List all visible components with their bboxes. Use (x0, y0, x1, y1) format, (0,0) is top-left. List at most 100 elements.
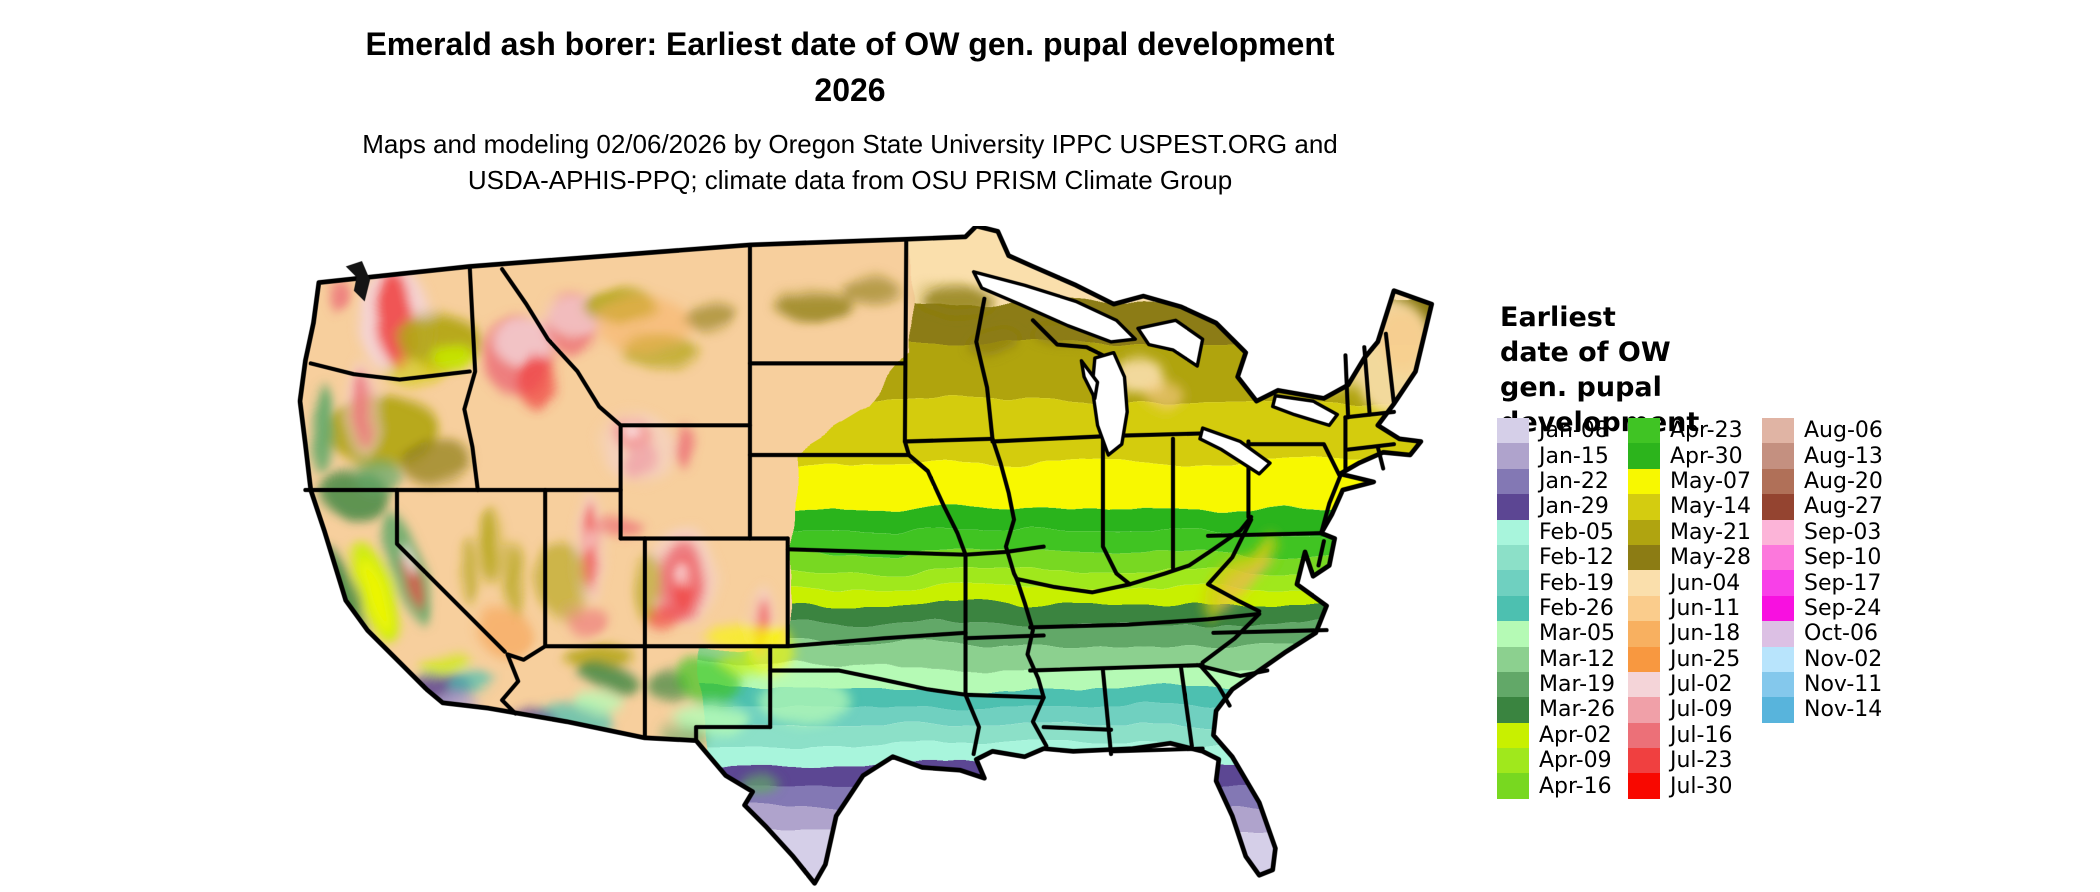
legend-title-line: Earliest (1500, 302, 1616, 333)
legend-item: May-07 (1628, 468, 1751, 495)
legend-swatch (1628, 519, 1660, 545)
legend-swatch (1497, 595, 1529, 622)
legend-label: Jun-04 (1670, 570, 1741, 596)
legend-item: Aug-27 (1762, 494, 1883, 520)
legend-item: Apr-09 (1497, 748, 1615, 774)
legend-swatch (1628, 443, 1660, 469)
legend-swatch (1497, 468, 1529, 495)
legend-item: Feb-12 (1497, 544, 1615, 571)
legend-item: Jul-02 (1628, 671, 1751, 698)
legend-label: Jul-30 (1670, 773, 1733, 799)
legend-item: Jun-25 (1628, 646, 1751, 672)
puget-sound (345, 261, 371, 302)
legend-item: Sep-03 (1762, 519, 1883, 545)
legend-swatch (1762, 468, 1794, 495)
legend-label: Mar-19 (1539, 672, 1616, 698)
legend-swatch (1762, 544, 1794, 571)
legend-swatch (1628, 748, 1660, 774)
legend-swatch (1497, 544, 1529, 571)
conus-outline (297, 226, 1435, 886)
map-legend: Earliest date of OW gen. pupal developme… (1497, 300, 2057, 799)
legend-swatch (1497, 443, 1529, 469)
legend-label: Feb-19 (1539, 570, 1614, 596)
legend-label: Jul-09 (1670, 697, 1733, 723)
legend-label: Nov-11 (1804, 672, 1883, 698)
legend-label: Mar-05 (1539, 621, 1616, 647)
legend-label: Aug-20 (1804, 468, 1883, 494)
legend-label: Apr-09 (1539, 748, 1612, 774)
legend-column-3: Aug-06 Aug-13 Aug-20 Aug-27 Sep-03 Sep-10 Sep-… (1762, 418, 1883, 723)
legend-label: Jan-15 (1539, 443, 1609, 469)
legend-swatch (1762, 418, 1794, 444)
legend-label: Apr-02 (1539, 722, 1612, 748)
legend-item: Jun-04 (1628, 570, 1751, 596)
lake-ontario (1271, 394, 1340, 428)
legend-label: Nov-14 (1804, 697, 1883, 723)
legend-swatch (1628, 544, 1660, 571)
legend-item: Mar-12 (1497, 646, 1616, 672)
legend-swatch (1762, 443, 1794, 469)
legend-item: Feb-19 (1497, 570, 1615, 596)
legend-label: Aug-27 (1804, 494, 1883, 520)
legend-item: Feb-05 (1497, 519, 1615, 545)
legend-item: Oct-06 (1762, 621, 1883, 647)
great-lakes (971, 270, 1340, 476)
legend-swatch (1628, 494, 1660, 520)
legend-label: Mar-12 (1539, 646, 1616, 672)
map-band-Feb-05 (299, 744, 1432, 764)
legend-item: Sep-10 (1762, 544, 1883, 571)
legend-item: May-14 (1628, 494, 1752, 520)
legend-item: Apr-02 (1497, 722, 1615, 749)
legend-item: Aug-13 (1762, 443, 1883, 469)
legend-swatch (1628, 646, 1660, 672)
legend-column-1: Jan-08 Jan-15 Jan-22 Jan-29 Feb-05 Feb-12 Feb-… (1497, 418, 1615, 799)
title-block: Emerald ash borer: Earliest date of OW g… (0, 24, 1700, 110)
page-title: Emerald ash borer: Earliest date of OW g… (365, 26, 1335, 62)
legend-item: Jan-15 (1497, 443, 1615, 469)
legend-label: Mar-26 (1539, 697, 1616, 723)
legend-item: Jul-30 (1628, 773, 1751, 799)
legend-item: Jan-29 (1497, 494, 1615, 520)
legend-item: Apr-23 (1628, 418, 1751, 444)
legend-title-line: gen. pupal (1500, 372, 1662, 403)
subtitle-block: Maps and modeling 02/06/2026 by Oregon S… (0, 126, 1700, 198)
legend-item: Mar-19 (1497, 671, 1616, 698)
legend-item: Mar-26 (1497, 697, 1616, 723)
legend-label: Apr-16 (1539, 773, 1612, 799)
legend-label: Sep-03 (1804, 519, 1882, 545)
legend-label: Aug-06 (1804, 418, 1883, 444)
legend-item: Sep-24 (1762, 595, 1883, 622)
legend-item: Jun-18 (1628, 621, 1751, 647)
map-band-Jan-15 (299, 806, 1432, 833)
legend-label: May-21 (1670, 519, 1752, 545)
legend-item: Feb-26 (1497, 595, 1615, 622)
legend-label: Sep-10 (1804, 545, 1882, 571)
legend-label: Sep-24 (1804, 595, 1882, 621)
legend-swatch (1497, 494, 1529, 520)
legend-title-line: date of OW (1500, 337, 1671, 368)
legend-item: Aug-20 (1762, 468, 1883, 495)
legend-item: May-28 (1628, 544, 1751, 571)
legend-label: Jul-23 (1670, 748, 1733, 774)
lake-erie (1198, 426, 1272, 476)
legend-label: Jun-18 (1670, 621, 1741, 647)
legend-label: Apr-23 (1670, 418, 1743, 444)
legend-title: Earliest date of OW gen. pupal developme… (1500, 300, 2057, 440)
legend-item: Aug-06 (1762, 418, 1883, 444)
legend-label: Jul-16 (1670, 722, 1733, 748)
legend-label: May-14 (1670, 494, 1752, 520)
lake-michigan (1090, 350, 1129, 457)
legend-label: Nov-02 (1804, 646, 1883, 672)
legend-label: Jul-02 (1670, 672, 1733, 698)
legend-label: Feb-05 (1539, 519, 1614, 545)
legend-item: Nov-02 (1762, 646, 1883, 672)
map-band-Jan-08 (299, 832, 1432, 884)
legend-column-2: Apr-23 Apr-30 May-07 May-14 May-21 May-28 Jun-… (1628, 418, 1751, 799)
map-band-Feb-19 (299, 706, 1432, 726)
legend-swatch (1497, 519, 1529, 545)
legend-swatch (1497, 748, 1529, 774)
us-map (297, 226, 1435, 886)
legend-swatch (1762, 570, 1794, 596)
legend-item: Apr-30 (1628, 443, 1751, 469)
legend-label: Jan-22 (1539, 468, 1609, 494)
